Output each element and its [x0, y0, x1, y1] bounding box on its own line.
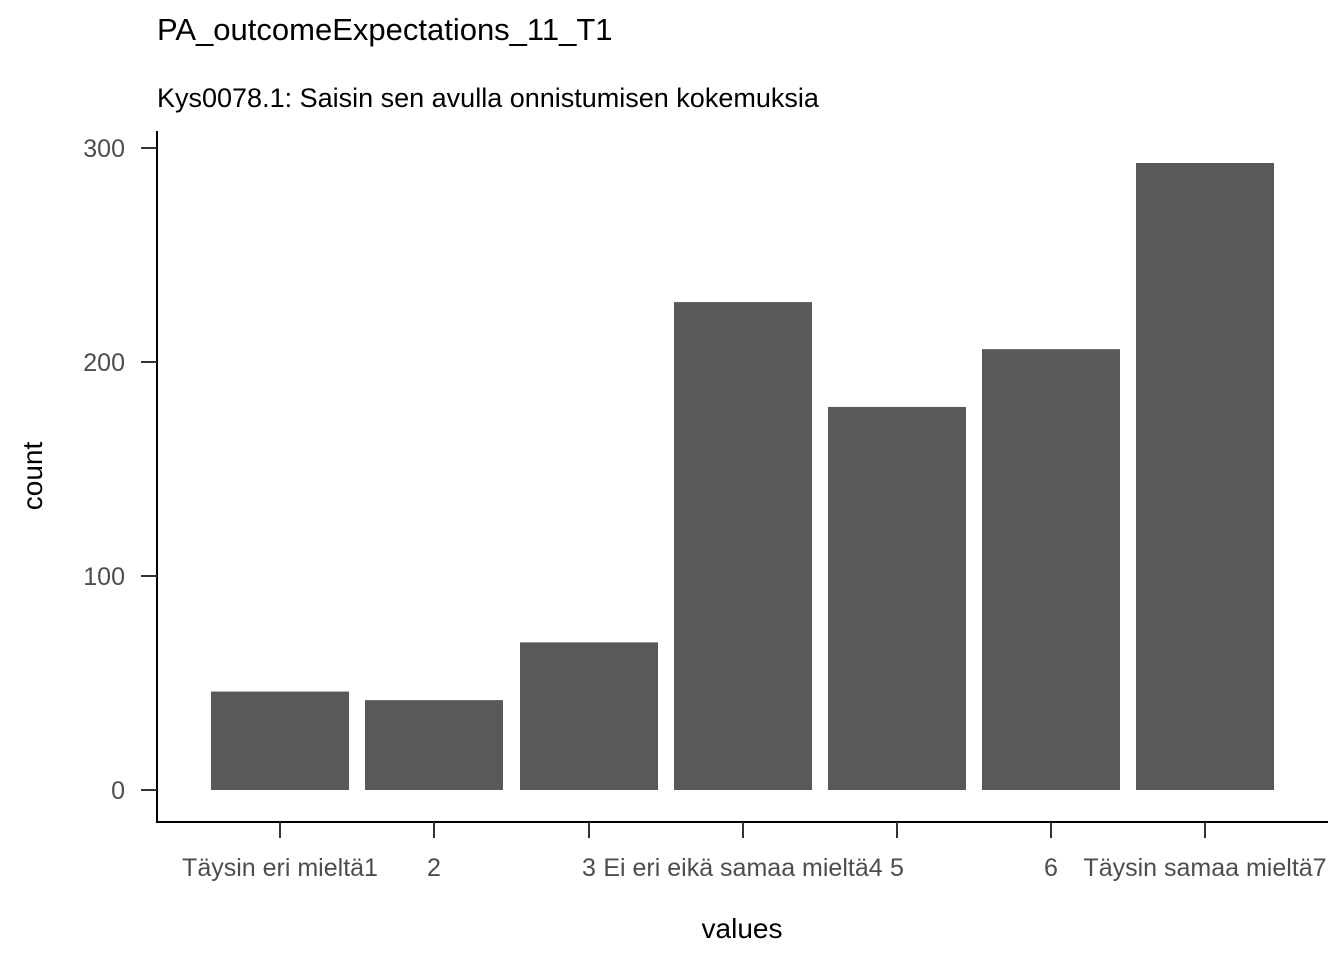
- chart-subtitle: Kys0078.1: Saisin sen avulla onnistumise…: [157, 83, 819, 113]
- bars-group: [211, 162, 1274, 791]
- y-ticks-group: 0 100 200 300: [83, 135, 157, 805]
- x-tick-label: Ei eri eikä samaa mieltä4: [603, 854, 882, 882]
- x-axis-title: values: [702, 913, 783, 944]
- bar-1: [211, 691, 349, 790]
- x-tick-label: 3: [582, 854, 596, 882]
- x-tick-label: Täysin samaa mieltä7: [1083, 854, 1326, 882]
- y-tick-label: 100: [83, 563, 125, 591]
- bar-2: [365, 700, 503, 790]
- x-tick-label: 6: [1044, 854, 1058, 882]
- y-axis-title: count: [17, 442, 48, 511]
- x-ticks-group: Täysin eri mieltä1 2 3 Ei eri eikä samaa mi…: [182, 822, 1327, 882]
- y-tick-label: 200: [83, 349, 125, 377]
- bar-5: [828, 406, 966, 790]
- bar-4: [674, 302, 812, 790]
- y-tick-label: 300: [83, 135, 125, 163]
- bar-6: [982, 349, 1120, 790]
- chart-title: PA_outcomeExpectations_11_T1: [157, 12, 613, 47]
- bar-3: [520, 642, 658, 790]
- x-tick-label: 2: [427, 854, 441, 882]
- x-tick-label: Täysin eri mieltä1: [182, 854, 378, 882]
- bar-7: [1136, 162, 1274, 791]
- y-tick-label: 0: [111, 777, 125, 805]
- x-tick-label: 5: [890, 854, 904, 882]
